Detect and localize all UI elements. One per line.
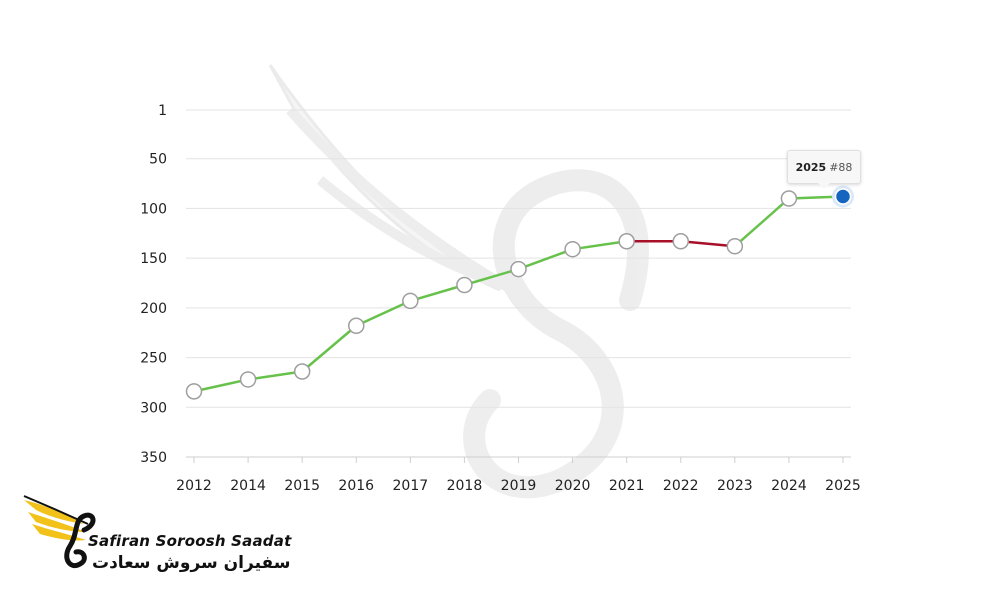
- data-point-highlighted[interactable]: [834, 188, 852, 205]
- series-segment: [733, 197, 791, 248]
- point-tooltip: 2025 #88: [787, 150, 861, 189]
- x-tick-label: 2021: [609, 478, 645, 494]
- series-segment: [517, 247, 574, 271]
- series-segment: [409, 283, 466, 303]
- watermark-logo: [268, 64, 649, 499]
- y-tick-label: 350: [140, 450, 167, 466]
- tooltip-rank: #88: [829, 160, 853, 174]
- x-tick-label: 2017: [393, 478, 429, 494]
- series-segment: [246, 370, 304, 381]
- x-tick-label: 2019: [501, 478, 537, 494]
- data-point[interactable]: [185, 383, 203, 400]
- x-tick-label: 2014: [230, 478, 266, 494]
- y-tick-label: 200: [140, 301, 167, 317]
- data-point[interactable]: [672, 232, 689, 250]
- logo-name-english: Safiran Soroosh Saadat: [88, 532, 292, 550]
- x-tick-label: 2016: [338, 478, 374, 494]
- series-points: [185, 185, 854, 400]
- data-point[interactable]: [510, 260, 527, 278]
- x-tick-label: 2022: [663, 478, 699, 494]
- x-tick-label: 2024: [771, 478, 807, 494]
- data-point[interactable]: [402, 292, 419, 310]
- x-axis-ticks: 2012 2014 2015 2016 2017 2018 2019 2020 2021 2022…: [176, 456, 861, 494]
- series-segment: [463, 267, 520, 287]
- y-tick-label: 300: [140, 400, 167, 416]
- tooltip-year: 2025: [795, 160, 827, 174]
- series-line: [192, 195, 845, 393]
- phoenix-logo-icon: [23, 495, 96, 568]
- logo-name-persian: سفیران سروش سعادت: [92, 553, 291, 573]
- x-tick-label: 2015: [284, 478, 320, 494]
- y-tick-label: 100: [140, 201, 167, 217]
- x-tick-label: 2012: [176, 478, 212, 494]
- x-tick-label: 2023: [717, 478, 753, 494]
- data-point[interactable]: [780, 190, 798, 207]
- series-segment: [300, 324, 358, 373]
- series-segment: [679, 239, 737, 248]
- y-tick-label: 50: [149, 152, 167, 168]
- series-segment: [355, 299, 412, 328]
- series-segment: [571, 239, 628, 251]
- x-tick-label: 2020: [555, 478, 591, 494]
- data-point[interactable]: [726, 237, 744, 255]
- series-segment: [192, 378, 250, 393]
- x-tick-label: 2018: [447, 478, 483, 494]
- data-point[interactable]: [618, 232, 635, 250]
- data-point[interactable]: [564, 240, 581, 258]
- data-point[interactable]: [456, 276, 473, 294]
- data-point[interactable]: [348, 317, 365, 335]
- y-tick-label: 250: [140, 351, 167, 367]
- y-tick-label: 150: [140, 251, 167, 267]
- x-tick-label: 2025: [825, 478, 861, 494]
- y-tick-label: 1: [158, 103, 167, 119]
- data-point[interactable]: [239, 371, 257, 388]
- data-point[interactable]: [293, 363, 311, 380]
